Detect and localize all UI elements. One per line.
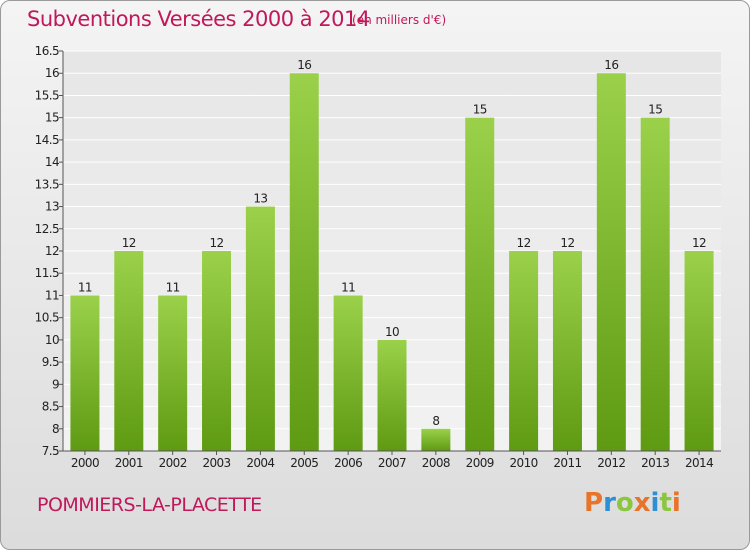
x-tick-label: 2009 <box>466 456 494 470</box>
bar <box>552 251 582 451</box>
bar <box>158 295 188 451</box>
x-tick-label: 2010 <box>510 456 538 470</box>
bar <box>465 117 495 452</box>
x-tick-label: 2005 <box>290 456 318 470</box>
y-tick-label: 11.5 <box>35 266 59 280</box>
x-tick-label: 2007 <box>378 456 406 470</box>
chart-unit: (en milliers d'€) <box>352 13 447 27</box>
data-label: 10 <box>385 325 399 339</box>
x-tick-label: 2013 <box>641 456 669 470</box>
x-tick-label: 2014 <box>685 456 713 470</box>
bar <box>640 117 670 452</box>
bar <box>421 428 451 451</box>
data-label: 8 <box>432 414 439 428</box>
y-tick-label: 14.5 <box>35 133 59 147</box>
y-tick-label: 9.5 <box>42 355 59 369</box>
y-tick-label: 15.5 <box>35 88 59 102</box>
bar <box>377 339 407 451</box>
chart-title: Subventions Versées 2000 à 2014 <box>27 7 370 31</box>
y-tick-label: 15 <box>45 111 59 125</box>
data-label: 12 <box>517 236 531 250</box>
data-label: 16 <box>604 58 618 72</box>
y-tick-label: 8 <box>52 422 59 436</box>
y-tick-label: 7.5 <box>42 444 59 458</box>
y-tick-label: 12.5 <box>35 222 59 236</box>
y-tick-label: 9 <box>52 377 59 391</box>
commune-name: POMMIERS-LA-PLACETTE <box>37 494 262 516</box>
y-tick-label: 14 <box>45 155 59 169</box>
data-label: 13 <box>253 192 267 206</box>
y-tick-label: 11 <box>45 288 59 302</box>
data-label: 12 <box>122 236 136 250</box>
x-tick-label: 2003 <box>202 456 230 470</box>
data-label: 11 <box>78 280 92 294</box>
x-tick-label: 2001 <box>115 456 143 470</box>
data-label: 15 <box>473 103 487 117</box>
y-tick-label: 8.5 <box>42 400 59 414</box>
data-label: 12 <box>209 236 223 250</box>
bar <box>509 251 539 451</box>
bar <box>202 251 232 451</box>
bar <box>70 295 100 451</box>
data-label: 12 <box>560 236 574 250</box>
proxiti-logo: Proxiti <box>584 488 681 518</box>
y-tick-label: 16.5 <box>35 44 59 58</box>
data-label: 16 <box>297 58 311 72</box>
bar <box>596 73 626 451</box>
bar <box>289 73 319 451</box>
data-label: 11 <box>341 280 355 294</box>
bar <box>684 251 714 451</box>
x-tick-label: 2004 <box>246 456 274 470</box>
y-tick-label: 10.5 <box>35 311 59 325</box>
data-label: 15 <box>648 103 662 117</box>
x-tick-label: 2012 <box>597 456 625 470</box>
bar <box>114 251 144 451</box>
x-tick-label: 2002 <box>159 456 187 470</box>
x-tick-label: 2006 <box>334 456 362 470</box>
y-tick-label: 13 <box>45 200 59 214</box>
x-tick-label: 2008 <box>422 456 450 470</box>
data-label: 12 <box>692 236 706 250</box>
x-tick-label: 2000 <box>71 456 99 470</box>
y-tick-label: 12 <box>45 244 59 258</box>
bar <box>245 206 275 451</box>
bar <box>333 295 363 451</box>
x-tick-label: 2011 <box>553 456 581 470</box>
y-tick-label: 16 <box>45 66 59 80</box>
y-tick-label: 13.5 <box>35 177 59 191</box>
y-tick-label: 10 <box>45 333 59 347</box>
data-label: 11 <box>166 280 180 294</box>
